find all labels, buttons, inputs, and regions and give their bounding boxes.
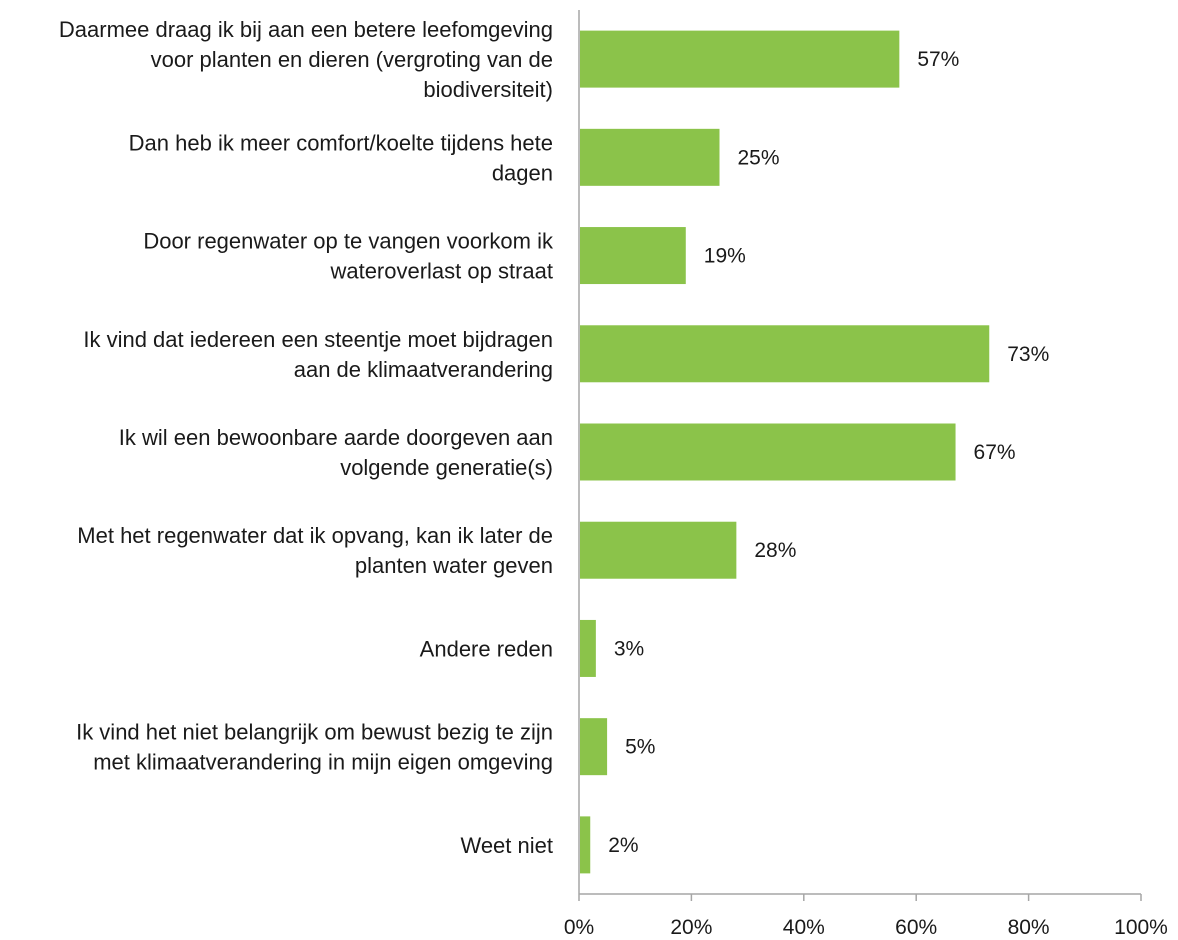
x-tick-label-20: 20% xyxy=(670,916,712,939)
axes-group: 0% 20% 40% 60% 80% 100% xyxy=(564,10,1168,939)
x-tick-label-60: 60% xyxy=(895,916,937,939)
bar-9 xyxy=(580,816,591,874)
bar-8 xyxy=(580,718,608,776)
bar-6 xyxy=(580,521,737,579)
x-tick-label-0: 0% xyxy=(564,916,594,939)
category-label-2: Dan heb ik meer comfort/koelte tijdens h… xyxy=(129,130,553,185)
category-label-9: Weet niet xyxy=(460,833,553,858)
data-labels-group: 57% 25% 19% 73% 67% 28% 3% 5% 2% xyxy=(608,48,1049,857)
category-label-4: Ik vind dat iedereen een steentje moet b… xyxy=(83,327,553,382)
category-label-1: Daarmee draag ik bij aan een betere leef… xyxy=(59,17,553,102)
data-label-2: 25% xyxy=(738,146,780,169)
bar-4 xyxy=(580,325,990,383)
category-labels-group: Daarmee draag ik bij aan een betere leef… xyxy=(59,17,554,858)
bars-group xyxy=(580,30,990,874)
x-tick-label-80: 80% xyxy=(1008,916,1050,939)
data-label-7: 3% xyxy=(614,637,644,660)
data-label-1: 57% xyxy=(917,48,959,71)
data-label-5: 67% xyxy=(974,441,1016,464)
bar-2 xyxy=(580,128,720,186)
bar-1 xyxy=(580,30,900,88)
data-label-3: 19% xyxy=(704,245,746,268)
data-label-9: 2% xyxy=(608,834,638,857)
x-tick-label-100: 100% xyxy=(1114,916,1168,939)
x-tick-label-40: 40% xyxy=(783,916,825,939)
data-label-4: 73% xyxy=(1007,343,1049,366)
bar-7 xyxy=(580,619,596,677)
category-label-5: Ik wil een bewoonbare aarde doorgeven aa… xyxy=(119,425,553,480)
category-label-3: Door regenwater op te vangen voorkom ik w… xyxy=(143,229,554,284)
category-label-7: Andere reden xyxy=(420,636,553,661)
bar-5 xyxy=(580,423,956,481)
bar-3 xyxy=(580,227,686,285)
category-label-6: Met het regenwater dat ik opvang, kan ik… xyxy=(77,523,553,578)
data-label-8: 5% xyxy=(625,736,655,759)
data-label-6: 28% xyxy=(754,539,796,562)
category-label-8: Ik vind het niet belangrijk om bewust be… xyxy=(76,720,553,775)
